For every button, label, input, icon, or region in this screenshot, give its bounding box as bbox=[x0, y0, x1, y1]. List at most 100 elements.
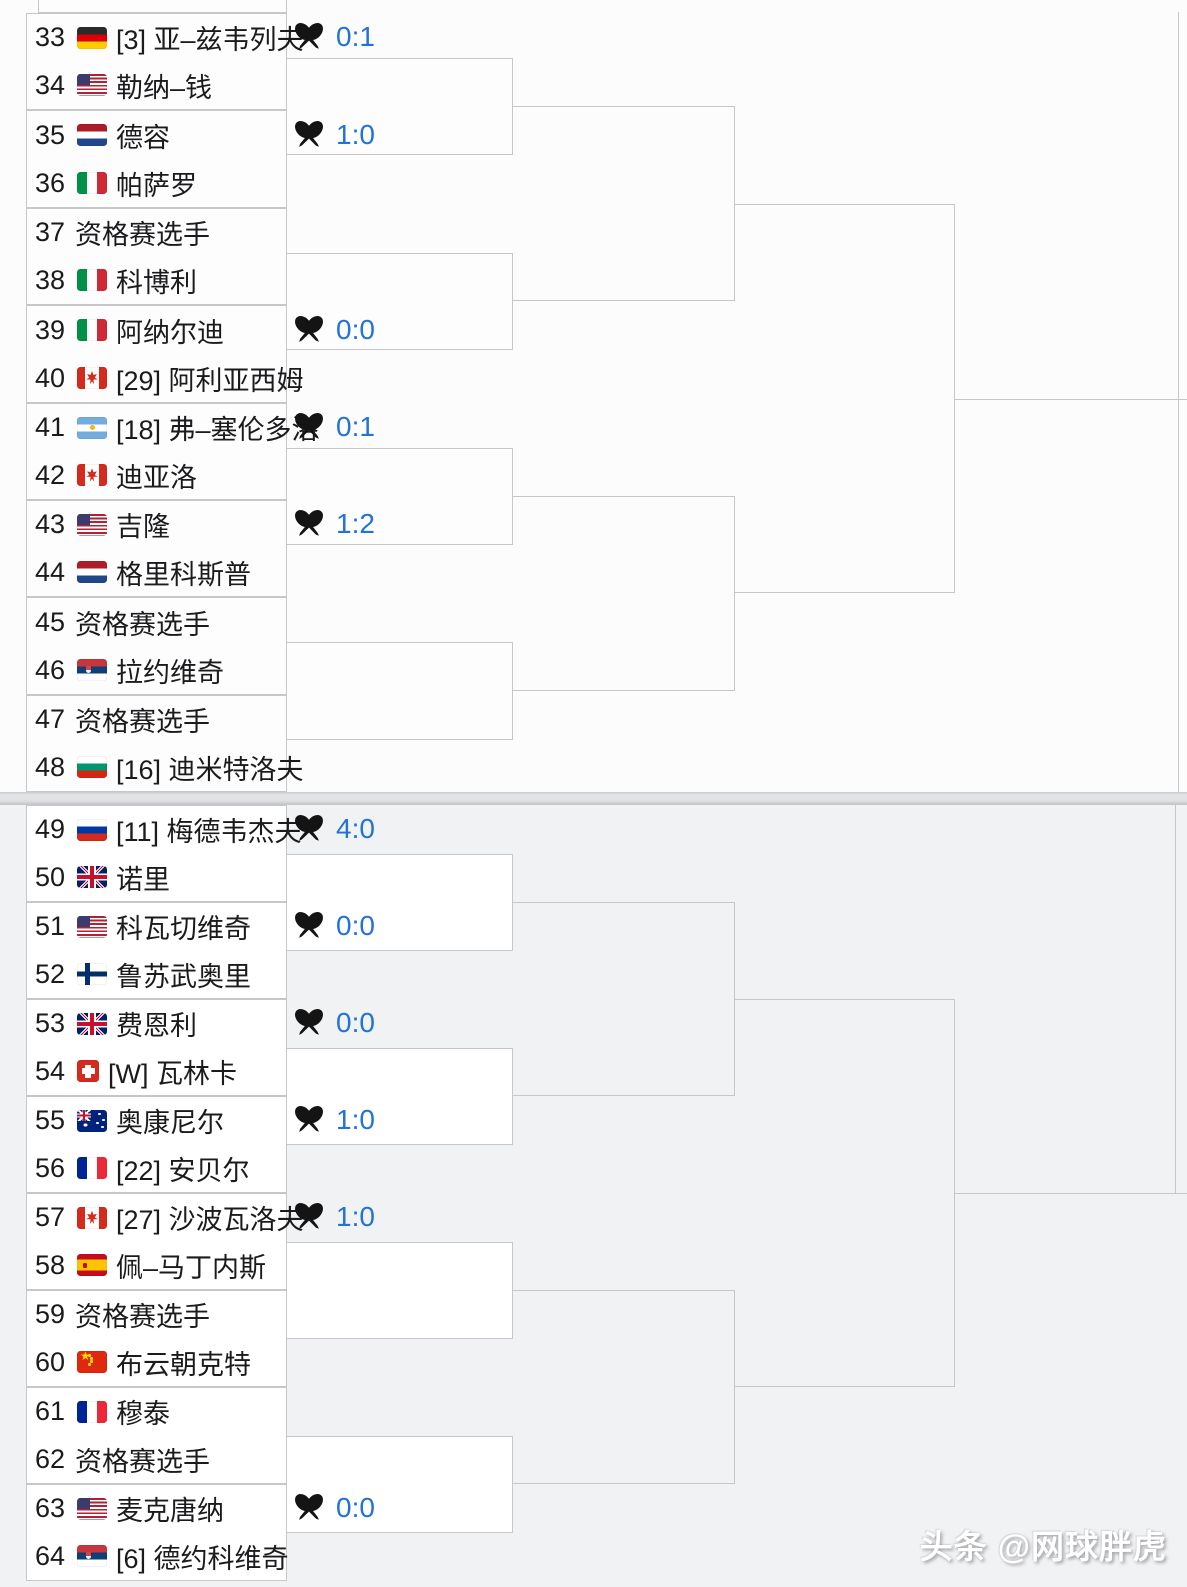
player-name: [11] 梅德韦杰夫 bbox=[116, 817, 302, 848]
canada-flag-icon bbox=[77, 464, 107, 487]
player-row[interactable]: 58 佩–马丁内斯 bbox=[27, 1242, 286, 1290]
match-score-marker[interactable]: 1:0 bbox=[291, 1199, 375, 1235]
player-row[interactable]: 39 阿纳尔迪 bbox=[27, 306, 286, 354]
player-row[interactable]: 53 费恩利 bbox=[27, 1000, 286, 1048]
player-row[interactable]: 63 麦克唐纳 bbox=[27, 1485, 286, 1533]
player-row[interactable]: 48 [16] 迪米特洛夫 bbox=[27, 744, 304, 792]
player-name: 勒纳–钱 bbox=[116, 72, 213, 103]
bracket-qf-connector bbox=[735, 204, 955, 593]
match-score-marker[interactable]: 0:0 bbox=[291, 908, 375, 944]
player-row[interactable]: 37 资格赛选手 bbox=[27, 209, 286, 257]
match-cell: 47 资格赛选手 48 [16] 迪米特洛夫 bbox=[26, 695, 304, 792]
match-cell: 39 阿纳尔迪 40 [29] 阿利亚西姆 bbox=[26, 305, 304, 403]
bracket-r16-connector bbox=[513, 902, 735, 1096]
uk-flag-icon bbox=[77, 866, 107, 889]
player-number: 61 bbox=[35, 1396, 66, 1427]
player-row[interactable]: 43 吉隆 bbox=[27, 501, 286, 549]
player-row[interactable]: 56 [22] 安贝尔 bbox=[27, 1145, 286, 1193]
usa-flag-icon bbox=[77, 74, 107, 97]
player-row[interactable]: 62 资格赛选手 bbox=[27, 1436, 286, 1484]
player-number: 37 bbox=[35, 217, 66, 248]
match-score-marker[interactable]: 1:2 bbox=[291, 506, 375, 542]
player-name: 布云朝克特 bbox=[116, 1349, 251, 1380]
player-name: [3] 亚–兹韦列夫 bbox=[116, 25, 304, 56]
player-row[interactable]: 61 穆泰 bbox=[27, 1388, 286, 1436]
player-name: 资格赛选手 bbox=[75, 707, 210, 738]
match-score-marker[interactable]: 0:0 bbox=[291, 312, 375, 348]
match-cell: 45 资格赛选手 46 拉约维奇 bbox=[26, 597, 287, 695]
player-row[interactable]: 50 诺里 bbox=[27, 854, 286, 902]
match-score: 4:0 bbox=[336, 813, 375, 844]
player-number: 63 bbox=[35, 1493, 66, 1524]
switzerland-flag-icon bbox=[77, 1060, 99, 1083]
match-score: 0:1 bbox=[336, 21, 375, 52]
player-row[interactable]: 47 资格赛选手 bbox=[27, 696, 286, 744]
match-score-marker[interactable]: 1:0 bbox=[291, 117, 375, 153]
match-cell: 41 [18] 弗–塞伦多洛 42 迪亚洛 bbox=[26, 403, 319, 500]
section-divider bbox=[0, 792, 1187, 805]
match-score: 0:0 bbox=[336, 314, 375, 345]
player-row[interactable]: 40 [29] 阿利亚西姆 bbox=[27, 354, 304, 402]
usa-flag-icon bbox=[77, 513, 107, 536]
player-number: 39 bbox=[35, 314, 66, 345]
france-flag-icon bbox=[77, 1157, 107, 1180]
player-row[interactable]: 45 资格赛选手 bbox=[27, 598, 286, 646]
player-row[interactable]: 57 [27] 沙波瓦洛夫 bbox=[27, 1194, 304, 1242]
match-score: 0:0 bbox=[336, 910, 375, 941]
canada-flag-icon bbox=[77, 367, 107, 389]
player-number: 49 bbox=[35, 814, 66, 845]
match-cell: 33 [3] 亚–兹韦列夫 34 勒纳–钱 bbox=[26, 13, 304, 110]
player-row[interactable]: 35 德容 bbox=[27, 111, 286, 159]
player-row[interactable]: 54 [W] 瓦林卡 bbox=[27, 1048, 286, 1096]
match-score-marker[interactable]: 0:0 bbox=[291, 1005, 375, 1041]
player-row[interactable]: 51 科瓦切维奇 bbox=[27, 903, 286, 951]
player-row[interactable]: 42 迪亚洛 bbox=[27, 452, 286, 500]
player-name: 科博利 bbox=[116, 267, 197, 298]
match-score: 1:2 bbox=[336, 508, 375, 539]
italy-flag-icon bbox=[77, 319, 107, 341]
crossed-rackets-icon bbox=[291, 1199, 327, 1235]
player-row[interactable]: 59 资格赛选手 bbox=[27, 1291, 286, 1339]
finland-flag-icon bbox=[77, 963, 107, 986]
player-name: 德容 bbox=[116, 122, 170, 153]
bracket-r32-connector bbox=[287, 57, 513, 155]
player-name: [16] 迪米特洛夫 bbox=[116, 754, 304, 785]
player-row[interactable]: 38 科博利 bbox=[27, 257, 286, 305]
player-row[interactable]: 52 鲁苏武奥里 bbox=[27, 951, 286, 999]
player-row[interactable]: 49 [11] 梅德韦杰夫 bbox=[27, 806, 302, 854]
player-name: 资格赛选手 bbox=[75, 609, 210, 640]
match-cell: 37 资格赛选手 38 科博利 bbox=[26, 208, 287, 305]
netherlands-flag-icon bbox=[77, 124, 107, 146]
player-name: 诺里 bbox=[116, 864, 170, 895]
bracket-top-section: 33 [3] 亚–兹韦列夫 34 勒纳–钱 0:1 35 德容 36 帕萨罗 1:0 37 资格赛选手… bbox=[0, 0, 1187, 793]
match-score-marker[interactable]: 4:0 bbox=[291, 811, 375, 847]
player-row[interactable]: 34 勒纳–钱 bbox=[27, 62, 286, 110]
player-number: 34 bbox=[35, 69, 66, 100]
match-cell: 63 麦克唐纳 64 [6] 德约科维奇 bbox=[26, 1484, 289, 1581]
bracket-sf-winner-line bbox=[955, 399, 1187, 400]
player-row[interactable]: 41 [18] 弗–塞伦多洛 bbox=[27, 404, 319, 452]
bracket-bottom-section: 49 [11] 梅德韦杰夫 50 诺里 4:0 51 科瓦切维奇 52 鲁苏武奥里 0:0 53 费恩… bbox=[0, 793, 1187, 1587]
match-score-marker[interactable]: 0:1 bbox=[291, 409, 375, 445]
bracket-r32-connector bbox=[287, 1435, 513, 1533]
player-row[interactable]: 44 格里科斯普 bbox=[27, 549, 286, 597]
section-right-border bbox=[1175, 805, 1176, 1193]
bracket-r16-connector bbox=[513, 106, 735, 301]
player-row[interactable]: 46 拉约维奇 bbox=[27, 646, 286, 694]
section-right-border bbox=[1178, 12, 1179, 792]
match-cell: 61 穆泰 62 资格赛选手 bbox=[26, 1387, 287, 1484]
player-name: 鲁苏武奥里 bbox=[116, 961, 251, 992]
player-row[interactable]: 55 奥康尼尔 bbox=[27, 1097, 286, 1145]
match-score-marker[interactable]: 1:0 bbox=[291, 1102, 375, 1138]
player-row[interactable]: 64 [6] 德约科维奇 bbox=[27, 1533, 289, 1581]
australia-flag-icon bbox=[77, 1109, 107, 1132]
match-cell: 59 资格赛选手 60 布云朝克特 bbox=[26, 1290, 287, 1387]
player-row[interactable]: 36 帕萨罗 bbox=[27, 159, 286, 207]
player-row[interactable]: 60 布云朝克特 bbox=[27, 1339, 286, 1387]
bracket-r32-connector bbox=[287, 642, 513, 740]
match-score: 1:0 bbox=[336, 1201, 375, 1232]
crossed-rackets-icon bbox=[291, 506, 327, 542]
match-score-marker[interactable]: 0:0 bbox=[291, 1490, 375, 1526]
match-score-marker[interactable]: 0:1 bbox=[291, 19, 375, 55]
player-row[interactable]: 33 [3] 亚–兹韦列夫 bbox=[27, 14, 304, 62]
